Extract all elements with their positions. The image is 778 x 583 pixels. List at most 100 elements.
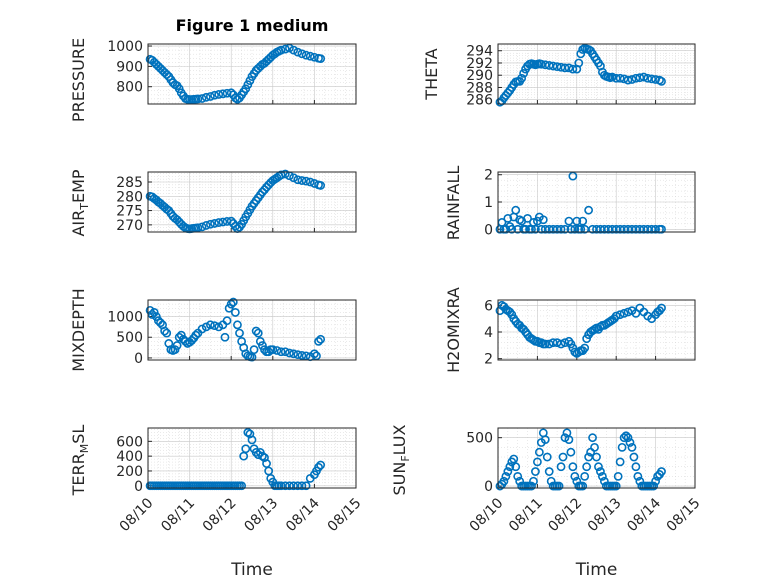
data-point bbox=[233, 320, 242, 330]
data-point bbox=[633, 471, 643, 481]
data-point bbox=[513, 471, 523, 481]
axes-frame bbox=[497, 299, 696, 361]
data-point bbox=[214, 218, 224, 227]
data-point bbox=[197, 222, 207, 232]
data-point bbox=[214, 322, 224, 332]
x-tick-label: 08/11 bbox=[158, 495, 198, 535]
data-point bbox=[574, 58, 584, 68]
data-point bbox=[297, 176, 307, 185]
data-point bbox=[511, 462, 521, 472]
data-point bbox=[540, 435, 550, 445]
data-point bbox=[201, 322, 211, 332]
data-point bbox=[149, 308, 159, 317]
data-point bbox=[314, 336, 323, 346]
data-point bbox=[619, 433, 629, 443]
data-point bbox=[639, 72, 649, 82]
data-point bbox=[509, 454, 519, 464]
data-point bbox=[316, 54, 326, 64]
data-point bbox=[293, 175, 303, 185]
data-point bbox=[544, 467, 554, 476]
y-tick-label: 200 bbox=[116, 464, 143, 480]
data-point bbox=[657, 76, 666, 86]
data-point bbox=[297, 481, 307, 491]
data-point bbox=[505, 462, 515, 472]
data-point bbox=[301, 176, 311, 186]
data-point bbox=[289, 45, 298, 55]
data-point bbox=[651, 224, 660, 234]
data-point bbox=[564, 435, 574, 445]
data-point bbox=[293, 350, 303, 360]
data-point bbox=[625, 438, 635, 447]
data-point bbox=[615, 310, 625, 320]
series-markers bbox=[495, 171, 666, 234]
series-markers bbox=[145, 169, 326, 234]
data-point bbox=[289, 481, 298, 491]
data-point bbox=[253, 328, 263, 338]
x-tick-label: 08/13 bbox=[585, 495, 625, 535]
series-markers bbox=[145, 43, 326, 104]
data-point bbox=[507, 224, 517, 234]
data-point bbox=[533, 216, 542, 226]
data-point bbox=[623, 433, 633, 443]
data-point bbox=[316, 334, 326, 344]
y-tick-label: 286 bbox=[466, 93, 493, 109]
data-point bbox=[309, 349, 319, 359]
data-point bbox=[534, 447, 544, 457]
data-point bbox=[187, 336, 197, 345]
data-point bbox=[160, 326, 170, 336]
data-point bbox=[613, 471, 623, 481]
x-tick-label: 08/12 bbox=[200, 495, 240, 535]
data-point bbox=[226, 216, 236, 226]
data-point bbox=[272, 346, 282, 355]
data-point bbox=[257, 451, 267, 461]
y-tick-label: 288 bbox=[466, 80, 493, 96]
data-point bbox=[568, 462, 578, 472]
data-point bbox=[651, 476, 660, 486]
data-point bbox=[251, 448, 261, 457]
data-point bbox=[578, 481, 588, 491]
axes-frame bbox=[497, 43, 696, 105]
data-point bbox=[517, 73, 527, 83]
data-point bbox=[519, 68, 529, 78]
data-point bbox=[293, 481, 303, 491]
data-point bbox=[533, 457, 542, 467]
data-point bbox=[527, 481, 536, 491]
data-point bbox=[162, 70, 172, 79]
y-tick-label: 1 bbox=[484, 195, 493, 211]
data-point bbox=[538, 215, 548, 225]
data-point bbox=[264, 347, 274, 357]
data-point bbox=[174, 332, 184, 342]
axes-frame bbox=[497, 427, 696, 489]
y-tick-label: 0 bbox=[134, 351, 143, 367]
data-point bbox=[536, 59, 546, 69]
data-point bbox=[285, 348, 294, 358]
data-point bbox=[615, 73, 625, 83]
data-point bbox=[657, 224, 666, 234]
data-point bbox=[297, 351, 307, 360]
data-point bbox=[552, 62, 562, 72]
data-point bbox=[560, 224, 570, 234]
y-tick-label: 2 bbox=[484, 352, 493, 368]
data-point bbox=[251, 326, 261, 336]
y-tick-label: 500 bbox=[116, 330, 143, 346]
data-point bbox=[280, 44, 290, 54]
data-point bbox=[623, 307, 633, 317]
data-point bbox=[596, 467, 605, 476]
data-point bbox=[172, 341, 182, 350]
ylabel-mixdepth: MIXDEPTH bbox=[69, 288, 88, 371]
series-markers bbox=[145, 428, 326, 491]
ylabel-air-temp: AIRTEMP bbox=[69, 169, 91, 236]
axes-frame bbox=[147, 171, 357, 233]
y-tick-label: 285 bbox=[116, 175, 143, 191]
data-point bbox=[629, 452, 639, 462]
data-point bbox=[590, 442, 599, 452]
data-point bbox=[280, 481, 290, 491]
y-tick-label: 280 bbox=[116, 189, 143, 205]
data-point bbox=[280, 347, 290, 357]
data-point bbox=[247, 435, 257, 445]
x-tick-label: 08/15 bbox=[325, 495, 365, 535]
y-tick-label: 6 bbox=[484, 298, 493, 314]
ylabel-text: PRESSURE bbox=[69, 38, 88, 122]
